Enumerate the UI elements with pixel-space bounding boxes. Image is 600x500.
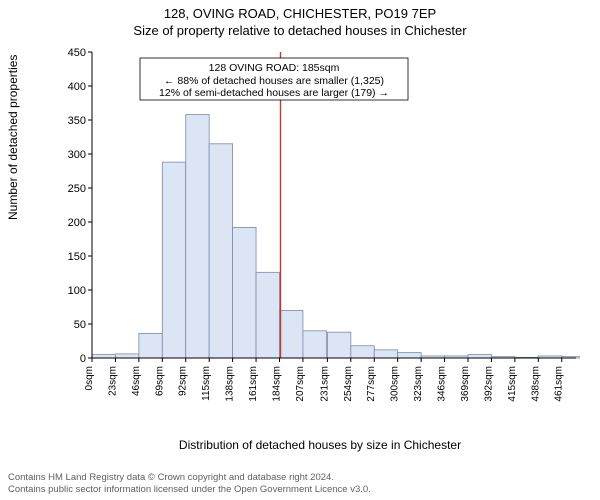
svg-text:0sqm: 0sqm <box>84 366 95 390</box>
svg-text:254sqm: 254sqm <box>343 366 354 402</box>
svg-text:392sqm: 392sqm <box>483 366 494 402</box>
svg-text:300: 300 <box>68 149 86 161</box>
y-axis-label: Number of detached properties <box>6 55 20 220</box>
svg-text:200: 200 <box>68 217 86 229</box>
svg-text:23sqm: 23sqm <box>107 366 118 396</box>
svg-text:138sqm: 138sqm <box>225 366 236 402</box>
footer-line2: Contains public sector information licen… <box>8 484 371 496</box>
svg-text:12% of semi-detached houses ar: 12% of semi-detached houses are larger (… <box>159 87 389 99</box>
svg-text:231sqm: 231sqm <box>319 366 330 402</box>
svg-text:0: 0 <box>80 353 86 365</box>
svg-text:128 OVING ROAD: 185sqm: 128 OVING ROAD: 185sqm <box>209 62 340 74</box>
svg-text:92sqm: 92sqm <box>178 366 189 396</box>
svg-text:323sqm: 323sqm <box>413 366 424 402</box>
page-title-line2: Size of property relative to detached ho… <box>0 21 600 38</box>
svg-text:300sqm: 300sqm <box>390 366 401 402</box>
svg-text:69sqm: 69sqm <box>154 366 165 396</box>
svg-text:150: 150 <box>68 251 86 263</box>
svg-text:161sqm: 161sqm <box>248 366 259 402</box>
svg-text:277sqm: 277sqm <box>366 366 377 402</box>
svg-text:450: 450 <box>68 48 86 59</box>
svg-text:115sqm: 115sqm <box>201 366 212 401</box>
svg-text:350: 350 <box>68 115 86 127</box>
svg-text:346sqm: 346sqm <box>437 366 448 402</box>
footer-line1: Contains HM Land Registry data © Crown c… <box>8 472 371 484</box>
x-axis-label: Distribution of detached houses by size … <box>60 438 580 452</box>
page-title-line1: 128, OVING ROAD, CHICHESTER, PO19 7EP <box>0 0 600 21</box>
svg-text:46sqm: 46sqm <box>131 366 142 396</box>
svg-text:369sqm: 369sqm <box>460 366 471 402</box>
svg-text:461sqm: 461sqm <box>554 366 565 402</box>
svg-text:50: 50 <box>74 319 86 331</box>
footer-attribution: Contains HM Land Registry data © Crown c… <box>8 472 371 496</box>
chart-area: 0 50 100 150 200 250 300 350 400 450 0sqm 23sqm 46sq… <box>60 48 580 398</box>
svg-text:← 88% of detached houses are s: ← 88% of detached houses are smaller (1,… <box>164 75 384 87</box>
svg-text:438sqm: 438sqm <box>530 366 541 402</box>
svg-text:415sqm: 415sqm <box>507 366 518 402</box>
histogram-chart: 0 50 100 150 200 250 300 350 400 450 0sqm 23sqm 46sq… <box>60 48 580 438</box>
svg-text:184sqm: 184sqm <box>271 366 282 402</box>
svg-text:100: 100 <box>68 285 86 297</box>
svg-text:207sqm: 207sqm <box>295 366 306 402</box>
svg-text:250: 250 <box>68 183 86 195</box>
svg-text:400: 400 <box>68 81 86 93</box>
